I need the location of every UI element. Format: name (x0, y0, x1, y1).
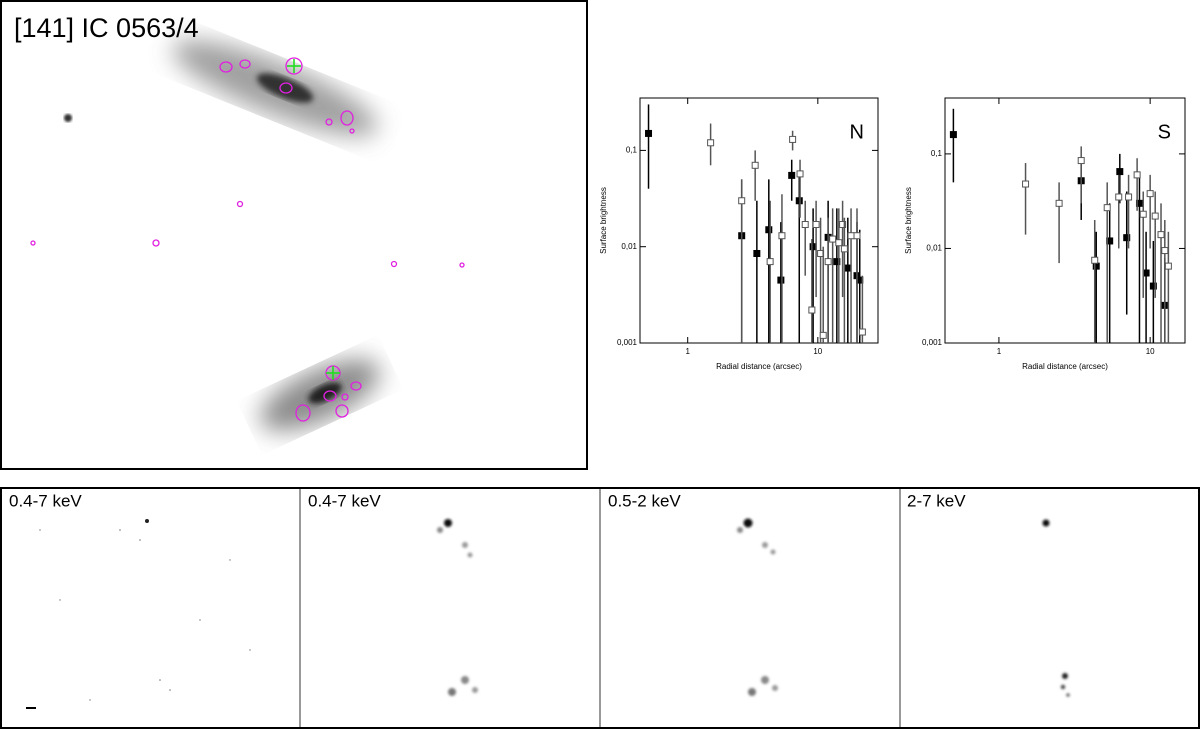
panel-label: 0.4-7 keV (308, 491, 381, 510)
data-point (1157, 231, 1165, 239)
y-tick-label: 0,01 (926, 244, 942, 253)
data-point (1142, 269, 1150, 277)
panel-label: 0.4-7 keV (9, 491, 82, 510)
panel-letter: N (850, 121, 864, 143)
xray-strip (0, 487, 1200, 729)
data-point (835, 239, 843, 247)
panel-label: 0.5-2 keV (608, 491, 681, 510)
x-axis-label: Radial distance (arcsec) (716, 362, 802, 371)
data-point (1125, 193, 1133, 201)
data-point (949, 131, 957, 139)
data-point (829, 235, 837, 243)
data-point (645, 129, 653, 137)
data-point (795, 197, 803, 205)
data-point (789, 135, 797, 143)
data-point (1133, 171, 1141, 179)
data-point (707, 139, 715, 147)
data-point (777, 276, 785, 284)
x-tick-label: 1 (997, 347, 1002, 356)
data-point (765, 226, 773, 234)
y-axis-label: Surface brightness (599, 187, 608, 254)
y-tick-label: 0,1 (931, 149, 943, 158)
data-point (753, 249, 761, 257)
optical-image (0, 0, 588, 470)
y-tick-label: 0,001 (922, 338, 943, 347)
data-point (853, 232, 861, 240)
y-tick-label: 0,01 (621, 242, 637, 251)
x-axis-label: Radial distance (arcsec) (1022, 362, 1108, 371)
data-point (1161, 247, 1169, 255)
data-point (796, 170, 804, 178)
data-point (840, 245, 848, 253)
data-point (1022, 180, 1030, 188)
data-point (844, 264, 852, 272)
data-point (833, 258, 841, 266)
y-tick-label: 0,1 (626, 146, 638, 155)
data-point (1123, 234, 1131, 242)
data-point (809, 243, 817, 251)
x-tick-label: 10 (1146, 347, 1155, 356)
data-point (858, 328, 866, 336)
data-point (1116, 168, 1124, 176)
panel-label: 2-7 keV (907, 491, 966, 510)
data-point (778, 232, 786, 240)
plot-frame (639, 97, 879, 344)
data-point (751, 161, 759, 169)
data-point (819, 331, 827, 339)
data-point (1164, 262, 1172, 270)
data-point (1151, 212, 1159, 220)
data-point (1149, 282, 1157, 290)
data-point (847, 232, 855, 240)
panel-letter: S (1158, 121, 1171, 143)
data-point (1103, 204, 1111, 212)
x-tick-label: 1 (685, 347, 690, 356)
data-point (1146, 190, 1154, 198)
x-tick-label: 10 (813, 347, 822, 356)
data-point (1139, 210, 1147, 218)
data-point (1055, 199, 1063, 207)
data-point (839, 221, 847, 229)
data-point (808, 306, 816, 314)
data-point (812, 221, 820, 229)
data-point (766, 258, 774, 266)
data-point (824, 258, 832, 266)
data-point (788, 171, 796, 179)
y-axis-label: Surface brightness (904, 187, 913, 254)
figure-title: [141] IC 0563/4 (14, 13, 199, 43)
data-point (1091, 256, 1099, 264)
data-point (801, 221, 809, 229)
data-point (1115, 193, 1123, 201)
y-tick-label: 0,001 (617, 338, 638, 347)
plot-frame (944, 97, 1186, 344)
data-point (1077, 157, 1085, 165)
data-point (738, 197, 746, 205)
